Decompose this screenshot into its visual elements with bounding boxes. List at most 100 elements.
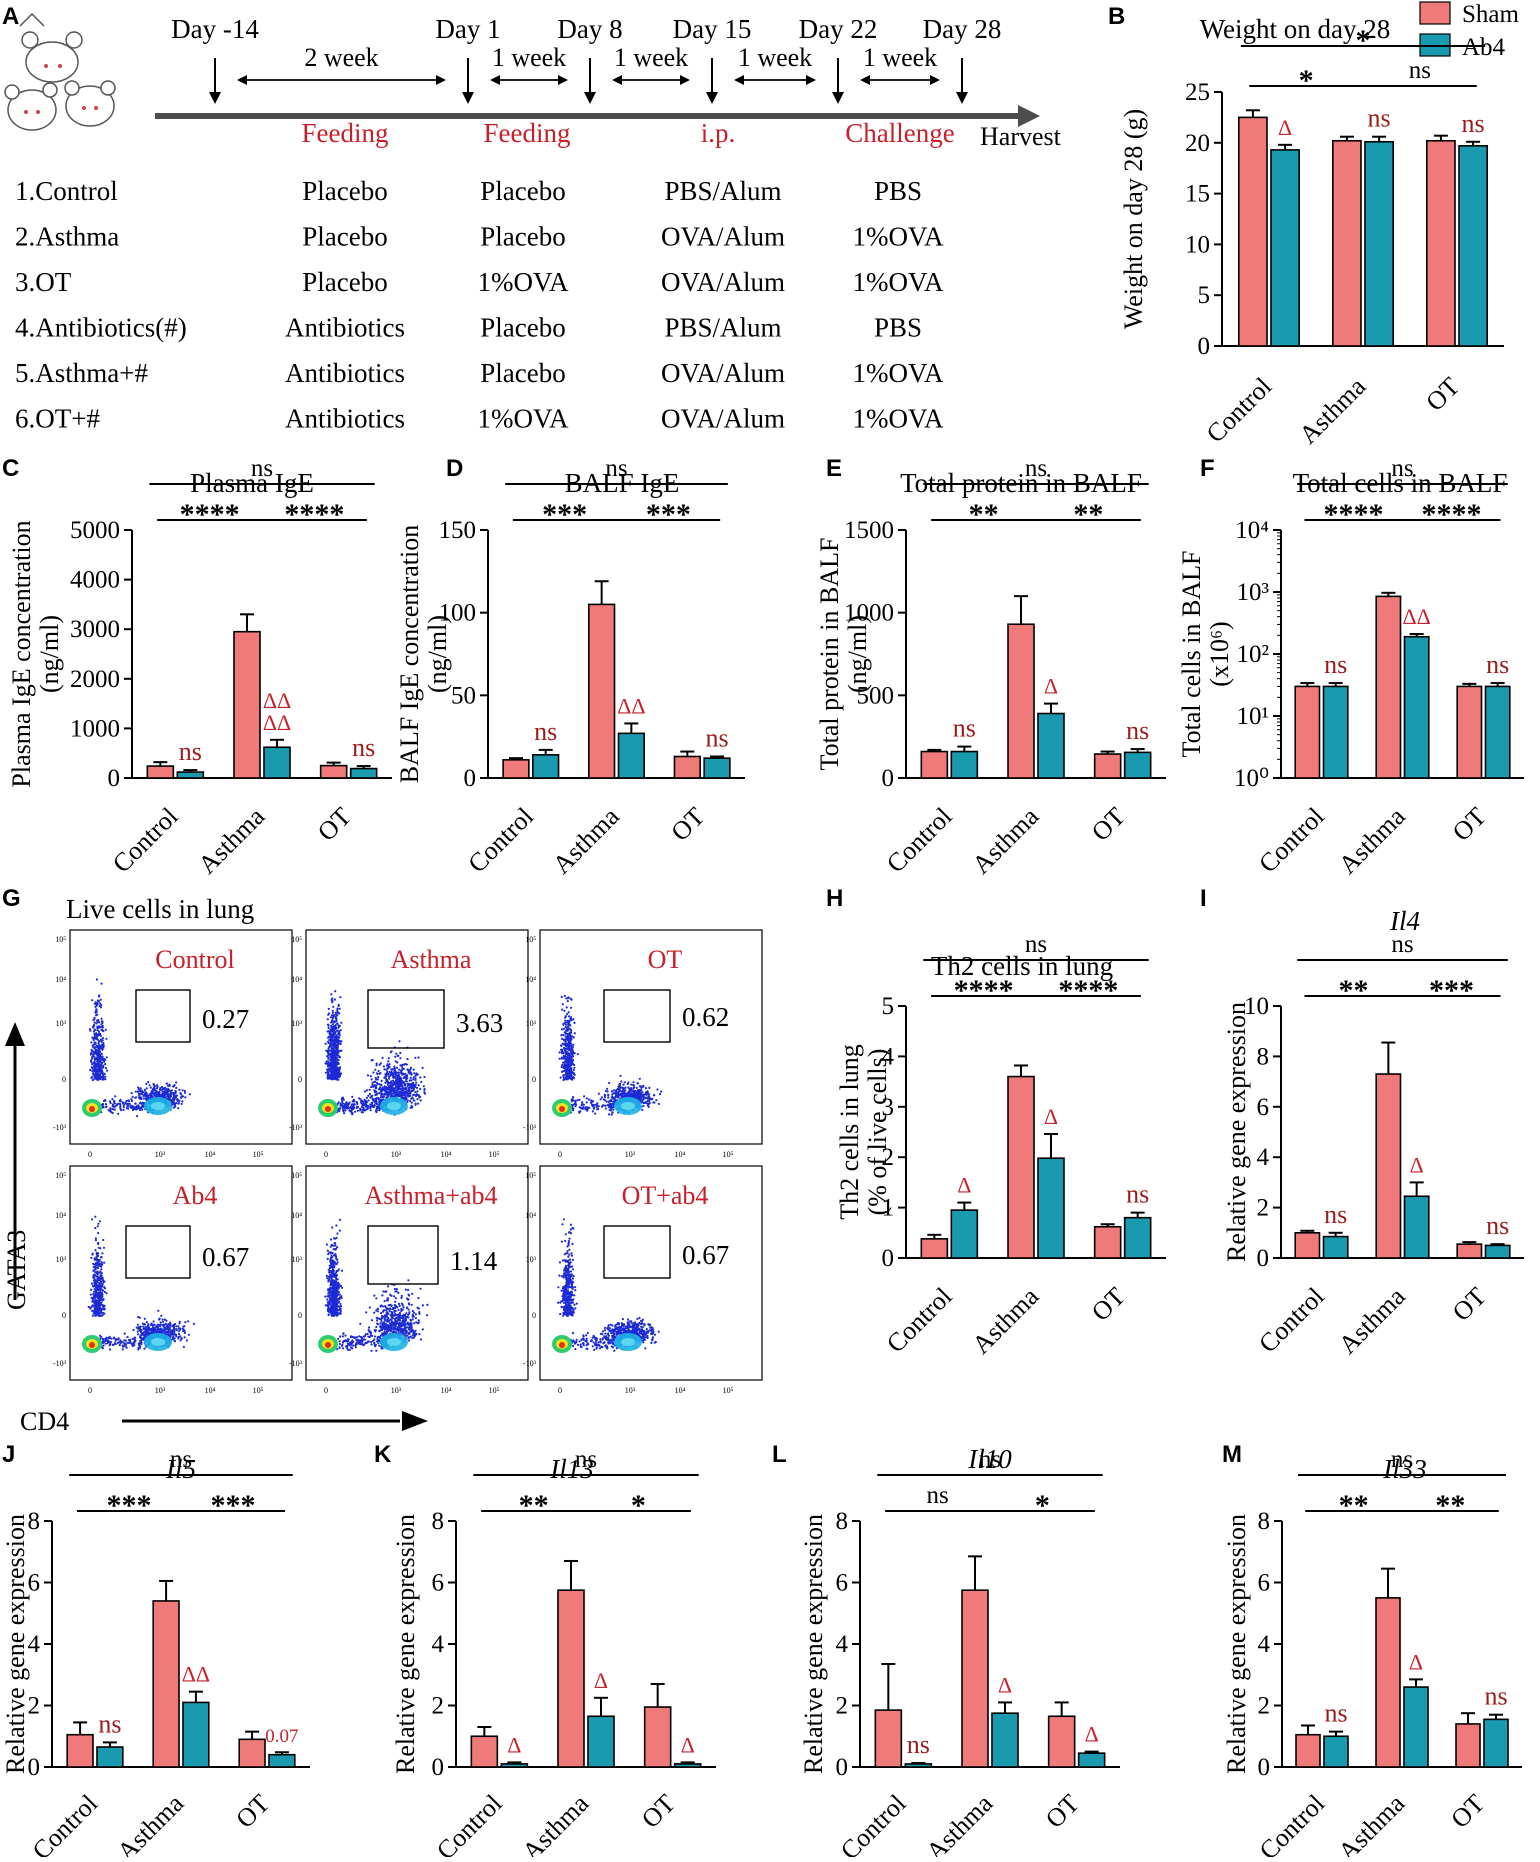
- flow-dot: [184, 1090, 186, 1092]
- mice-illustration: [5, 14, 115, 130]
- flow-dot: [398, 1069, 400, 1071]
- flow-dot: [332, 1041, 334, 1043]
- flow-dot: [395, 1087, 397, 1089]
- flow-dot: [332, 1078, 334, 1080]
- flow-dot: [380, 1091, 382, 1093]
- flow-dot: [177, 1325, 179, 1327]
- flow-dot: [91, 1050, 93, 1052]
- flow-dot: [332, 1271, 334, 1273]
- flow-y-tick: -10³: [53, 1359, 67, 1368]
- flow-dot: [640, 1089, 642, 1091]
- flow-dot: [613, 1089, 615, 1091]
- flow-dot: [174, 1340, 176, 1342]
- harvest-label: Harvest: [980, 122, 1062, 151]
- flow-dot: [328, 1027, 330, 1029]
- flow-dot: [134, 1103, 136, 1105]
- flow-dot: [327, 1018, 329, 1020]
- flow-dot: [335, 1224, 337, 1226]
- flow-dot: [570, 1007, 572, 1009]
- flow-dot: [343, 1105, 345, 1107]
- flow-dot: [344, 1109, 346, 1111]
- flow-dot: [337, 1052, 339, 1054]
- flow-dot: [559, 1051, 561, 1053]
- group-treatment: PBS/Alum: [664, 176, 781, 206]
- flow-dot: [335, 1013, 337, 1015]
- flow-dot: [328, 1280, 330, 1282]
- flow-dot: [93, 1039, 95, 1041]
- flow-dot: [384, 1092, 386, 1094]
- flow-dot: [564, 1017, 566, 1019]
- flow-dot: [100, 983, 102, 985]
- flow-y-tick: 10⁵: [55, 935, 66, 944]
- flow-dot: [334, 1286, 336, 1288]
- flow-dot: [137, 1316, 139, 1318]
- legend-label-ab4: Ab4: [1462, 34, 1506, 61]
- flow-dot: [92, 1067, 94, 1069]
- flow-dot: [101, 1018, 103, 1020]
- flow-dot: [91, 1253, 93, 1255]
- flow-dot: [570, 1067, 572, 1069]
- group-name: 1.Control: [15, 176, 118, 206]
- flow-dot: [339, 1056, 341, 1058]
- flow-dot: [403, 1081, 405, 1083]
- flow-x-tick: 10⁵: [253, 1386, 264, 1395]
- flow-dot: [364, 1100, 366, 1102]
- interval-arrowhead-left: [734, 75, 744, 85]
- flow-dot: [93, 1301, 95, 1303]
- flow-dot: [99, 1058, 101, 1060]
- flow-dot: [113, 1100, 115, 1102]
- flow-dot: [568, 1053, 570, 1055]
- flow-dot: [399, 1052, 401, 1054]
- flow-dot: [94, 1052, 96, 1054]
- flow-dot: [570, 1064, 572, 1066]
- flow-y-tick: 10⁵: [291, 935, 302, 944]
- flow-dot: [333, 1064, 335, 1066]
- flow-dot: [389, 1066, 391, 1068]
- flow-dot: [101, 1049, 103, 1051]
- flow-dot: [327, 1060, 329, 1062]
- flow-x-tick: 10³: [625, 1150, 636, 1159]
- flow-dot: [335, 1066, 337, 1068]
- flow-dot: [94, 1029, 96, 1031]
- flow-dot: [336, 1009, 338, 1011]
- flow-dot: [396, 1061, 398, 1063]
- flow-dot: [335, 1017, 337, 1019]
- group-treatment: Antibiotics: [285, 358, 405, 388]
- flow-dot: [332, 1075, 334, 1077]
- flow-dot: [149, 1095, 151, 1097]
- legend-label-sham: Sham: [1462, 1, 1520, 28]
- flow-dot: [128, 1342, 130, 1344]
- flow-dot: [605, 1105, 607, 1107]
- flow-dot: [137, 1086, 139, 1088]
- flow-dot: [612, 1103, 614, 1105]
- flow-dot: [334, 1244, 336, 1246]
- flow-dot: [329, 1067, 331, 1069]
- flow-dot: [376, 1073, 378, 1075]
- flow-dot: [353, 1103, 355, 1105]
- flow-dot: [619, 1075, 621, 1077]
- interval-arrowhead-right: [806, 75, 816, 85]
- flow-dot: [165, 1323, 167, 1325]
- flow-dot: [97, 1052, 99, 1054]
- flow-dot: [139, 1090, 141, 1092]
- flow-dot: [331, 1252, 333, 1254]
- flow-dot: [327, 1014, 329, 1016]
- flow-dot: [585, 1108, 587, 1110]
- flow-dot: [109, 1110, 111, 1112]
- flow-dot: [173, 1084, 175, 1086]
- flow-dot: [566, 1021, 568, 1023]
- flow-dot: [337, 1071, 339, 1073]
- flow-dot: [643, 1102, 645, 1104]
- flow-dot: [407, 1085, 409, 1087]
- flow-dot: [172, 1097, 174, 1099]
- flow-dot: [100, 1303, 102, 1305]
- flow-dot: [327, 1065, 329, 1067]
- flow-dot: [332, 1010, 334, 1012]
- flow-dot: [337, 1043, 339, 1045]
- flow-dot: [145, 1098, 147, 1100]
- flow-dot: [133, 1108, 135, 1110]
- flow-dot: [113, 1337, 115, 1339]
- flow-dot: [335, 1027, 337, 1029]
- flow-dot: [375, 1087, 377, 1089]
